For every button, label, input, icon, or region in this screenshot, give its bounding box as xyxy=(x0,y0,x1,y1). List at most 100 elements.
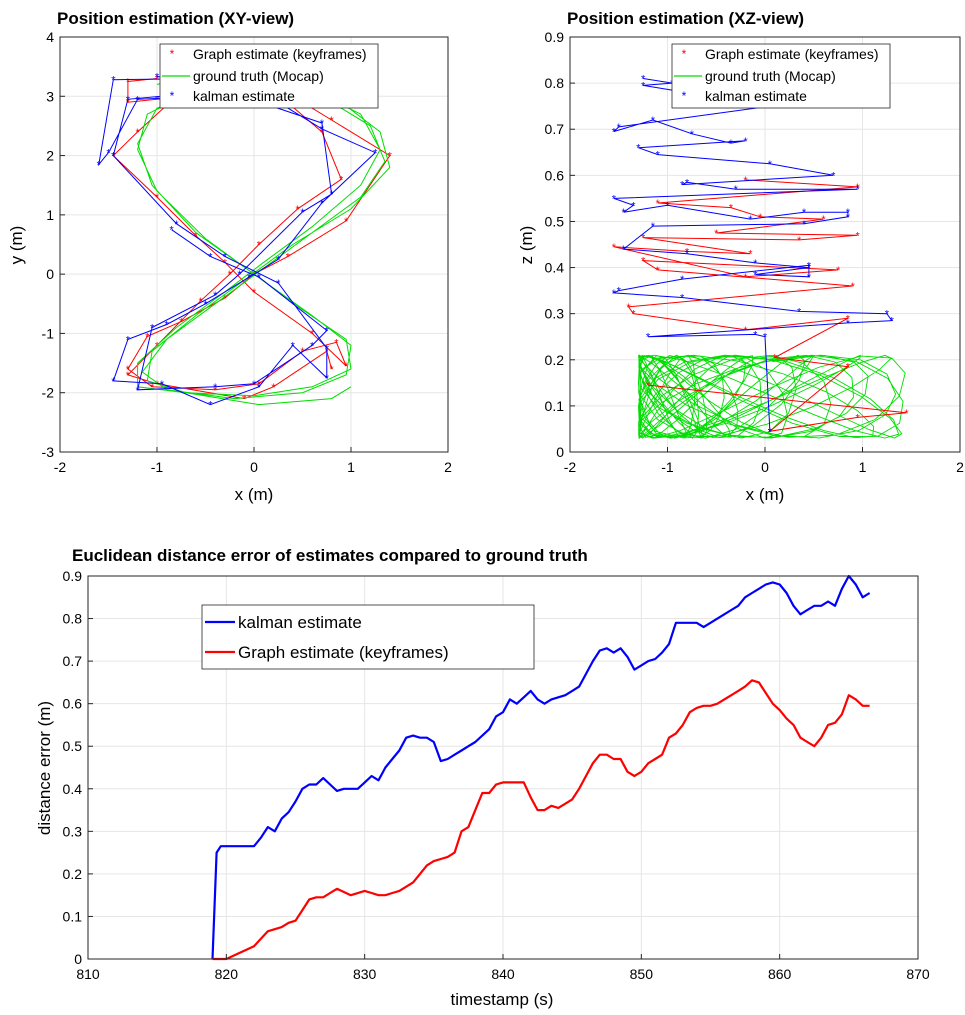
xz-graph-marker: * xyxy=(729,203,734,215)
xz-kalman-marker: * xyxy=(802,219,807,231)
xy-chart-title: Position estimation (XY-view) xyxy=(57,9,294,28)
xy-kalman-marker: * xyxy=(169,225,174,237)
error-y-axis-label: distance error (m) xyxy=(35,701,54,835)
xz-kalman-marker: * xyxy=(617,286,622,298)
xy-legend-graph: Graph estimate (keyframes) xyxy=(193,46,367,62)
y-tick-label: 0.3 xyxy=(63,823,83,839)
xz-kalman-marker: * xyxy=(890,316,895,328)
xz-kalman-marker: * xyxy=(612,193,617,205)
xz-kalman-marker: * xyxy=(612,288,617,300)
xz-kalman-marker: * xyxy=(636,143,641,155)
xy-graph-marker: * xyxy=(339,174,344,186)
xy-y-axis-label: y (m) xyxy=(7,226,26,265)
xy-kalman-marker: * xyxy=(111,151,116,163)
xy-graph-marker: * xyxy=(150,382,155,394)
xz-graph-marker: * xyxy=(836,265,841,277)
xy-graph-marker: * xyxy=(329,364,334,376)
xz-kalman-marker: * xyxy=(690,129,695,141)
xy-kalman-marker: * xyxy=(373,148,378,160)
xy-kalman-marker: * xyxy=(320,118,325,130)
xz-kalman-marker: * xyxy=(646,332,651,344)
xy-x-axis-label: x (m) xyxy=(235,485,274,504)
y-tick-label: -1 xyxy=(42,325,55,341)
y-tick-label: -2 xyxy=(42,385,55,401)
xz-kalman-marker: * xyxy=(680,274,685,286)
xz-graph-marker: * xyxy=(797,235,802,247)
xz-kalman-marker: * xyxy=(807,272,812,284)
xz-kalman-marker: * xyxy=(763,332,768,344)
x-tick-label: 2 xyxy=(444,459,452,475)
xz-graph-marker: * xyxy=(714,228,719,240)
xy-graph-marker: * xyxy=(126,364,131,376)
xz-kalman-marker: * xyxy=(768,426,773,438)
x-tick-label: 870 xyxy=(906,966,930,982)
y-tick-label: 0.2 xyxy=(63,866,83,882)
y-tick-label: 0.5 xyxy=(63,738,83,754)
xy-kalman-marker: * xyxy=(208,251,213,263)
xz-kalman-marker: * xyxy=(885,309,890,321)
xy-graph-marker: * xyxy=(344,216,349,228)
y-tick-label: 0.1 xyxy=(63,908,83,924)
xy-kalman-marker: * xyxy=(257,382,262,394)
xy-graph-marker: * xyxy=(257,379,262,391)
xz-kalman-marker: * xyxy=(641,80,646,92)
xz-kalman-marker: * xyxy=(753,258,758,270)
xz-graph-marker: * xyxy=(851,281,856,293)
xz-graph-marker: * xyxy=(631,309,636,321)
y-tick-label: 0.5 xyxy=(545,213,565,229)
xz-kalman-marker: * xyxy=(846,318,851,330)
xz-graph-marker: * xyxy=(641,233,646,245)
xz-legend-kalman: kalman estimate xyxy=(705,88,807,104)
xy-kalman-marker: * xyxy=(126,94,131,106)
x-tick-label: 820 xyxy=(215,966,239,982)
xy-graph-marker: * xyxy=(344,361,349,373)
x-tick-label: 2 xyxy=(956,459,964,475)
xy-kalman-marker: * xyxy=(276,254,281,266)
xy-legend-mocap: ground truth (Mocap) xyxy=(193,68,324,84)
y-tick-label: 0.3 xyxy=(545,306,565,322)
xy-mocap-line xyxy=(137,78,391,406)
xz-kalman-marker: * xyxy=(621,207,626,219)
xy-graph-marker: * xyxy=(179,317,184,329)
xz-kalman-marker: * xyxy=(651,115,656,127)
xz-graph-marker: * xyxy=(846,362,851,374)
xy-legend-graph-marker: * xyxy=(170,47,175,61)
xz-x-axis-label: x (m) xyxy=(746,485,785,504)
xy-kalman-marker: * xyxy=(208,400,213,412)
xz-graph-marker: * xyxy=(748,249,753,261)
y-tick-label: 0 xyxy=(46,266,54,282)
xz-kalman-marker: * xyxy=(734,184,739,196)
xy-graph-marker: * xyxy=(213,385,218,397)
xy-kalman-marker: * xyxy=(111,376,116,388)
xz-kalman-marker: * xyxy=(641,74,646,86)
error-x-axis-label: timestamp (s) xyxy=(451,990,554,1009)
x-tick-label: 1 xyxy=(347,459,355,475)
xz-graph-marker: * xyxy=(768,426,773,438)
y-tick-label: 0 xyxy=(556,444,564,460)
y-tick-label: 0.1 xyxy=(545,398,565,414)
xy-legend-kalman: kalman estimate xyxy=(193,88,295,104)
xz-kalman-marker: * xyxy=(846,212,851,224)
xz-graph-marker: * xyxy=(641,256,646,268)
y-tick-label: 0.7 xyxy=(63,653,83,669)
xz-kalman-marker: * xyxy=(855,184,860,196)
x-tick-label: 840 xyxy=(491,966,515,982)
xz-graph-marker: * xyxy=(855,412,860,424)
xz-legend-kalman-marker: * xyxy=(682,89,687,103)
xy-graph-marker: * xyxy=(135,127,140,139)
x-tick-label: 0 xyxy=(761,459,769,475)
xz-mocap-line xyxy=(637,354,906,440)
x-tick-label: 860 xyxy=(768,966,792,982)
xz-kalman-marker: * xyxy=(612,127,617,139)
xz-kalman-marker: * xyxy=(846,207,851,219)
x-tick-label: 0 xyxy=(250,459,258,475)
xy-graph-marker: * xyxy=(320,127,325,139)
xy-kalman-marker: * xyxy=(155,72,160,84)
xz-graph-marker: * xyxy=(773,352,778,364)
xy-graph-marker: * xyxy=(126,97,131,109)
error-legend-kalman: kalman estimate xyxy=(238,613,362,632)
xz-kalman-marker: * xyxy=(768,159,773,171)
xz-kalman-marker: * xyxy=(797,306,802,318)
x-tick-label: 1 xyxy=(859,459,867,475)
xz-graph-marker: * xyxy=(904,408,909,420)
